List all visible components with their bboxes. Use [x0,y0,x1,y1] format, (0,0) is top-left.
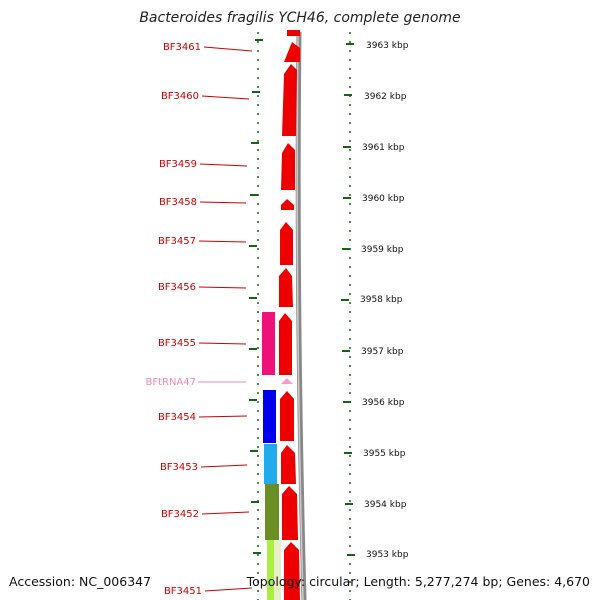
gene-label: BF3451 [164,586,202,597]
gene-arrow [280,222,293,265]
gene-arrow [280,391,294,441]
scale-labels: 3963 kbp 3962 kbp 3961 kbp 3960 kbp 3959… [360,41,409,560]
gene-label: BF3456 [158,282,196,293]
scale-label: 3955 kbp [363,449,406,459]
scale-label: 3961 kbp [362,143,405,153]
gene-arrow [279,268,293,307]
scale-label: 3953 kbp [366,550,409,560]
right-scale-ticks [341,43,355,556]
scale-label: 3957 kbp [361,347,404,357]
scale-label: 3956 kbp [362,398,405,408]
trna-arrow [281,378,293,384]
gene-label: BF3460 [161,91,199,102]
gene-arrow [281,445,296,484]
category-bar-lime-light [274,540,281,600]
gene-label-line [201,95,250,100]
accession-text: Accession: NC_006347 [9,574,152,589]
gene-label-line [200,464,248,468]
gene-label-line [199,201,247,204]
gene-arrows [279,42,300,600]
gene-label-line [204,587,253,592]
gene-label: BF3452 [161,509,199,520]
trna-label: BFtRNA47 [145,377,196,388]
gene-label: BF3458 [159,197,197,208]
gene-arrow [284,42,300,62]
gene-label-line [199,163,248,167]
gene-arrow-partial-top [287,30,300,36]
category-bar-pink [262,312,275,375]
gene-label: BF3455 [158,338,196,349]
gene-label-line [198,240,247,243]
gene-arrow [282,486,298,540]
gene-label: BF3459 [159,159,197,170]
category-bar-blue [263,390,276,443]
gene-label-line [198,415,248,418]
gene-labels: BF3461 BF3460 BF3459 BF3458 BF3457 BF345… [145,42,202,597]
gene-arrow [279,313,292,375]
scale-label: 3954 kbp [364,500,407,510]
scale-label: 3962 kbp [364,92,407,102]
gene-label-lines [198,46,253,592]
gene-label-line [198,286,247,289]
gene-label-line [203,46,253,52]
left-scale-ticks [249,39,263,554]
gene-label-line [201,511,250,515]
gene-label: BF3461 [163,42,201,53]
scale-label: 3963 kbp [366,41,409,51]
gene-label: BF3454 [158,412,196,423]
gene-arrow [282,64,297,136]
gene-label: BF3457 [158,236,196,247]
sequence-backbone [295,31,307,600]
topology-text: Topology: circular; Length: 5,277,274 bp… [246,574,590,589]
category-bar-cyan [264,444,277,484]
scale-label: 3960 kbp [362,194,405,204]
scale-label: 3959 kbp [361,245,404,255]
gene-label-line [198,342,247,345]
gene-arrow [284,542,300,600]
gene-label: BF3453 [160,462,198,473]
category-bar-olive [265,484,279,540]
gene-arrow [281,199,294,210]
map-title: Bacteroides fragilis YCH46, complete gen… [139,10,461,26]
scale-label: 3958 kbp [360,295,403,305]
gene-arrow [281,143,295,190]
sequence-backbone-highlight [296,31,304,600]
